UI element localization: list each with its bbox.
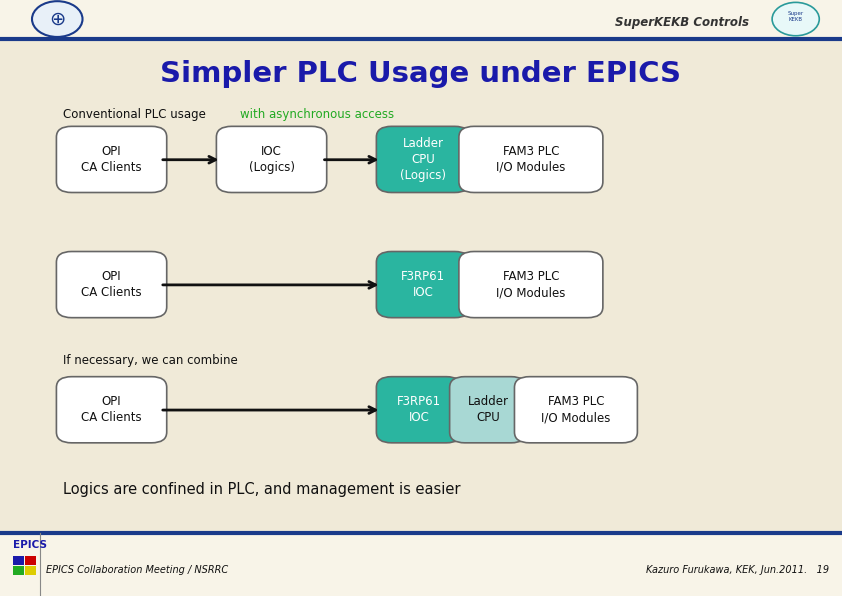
Text: Ladder
CPU
(Logics): Ladder CPU (Logics)	[400, 137, 446, 182]
FancyBboxPatch shape	[0, 533, 842, 596]
Text: FAM3 PLC
I/O Modules: FAM3 PLC I/O Modules	[496, 270, 566, 299]
FancyBboxPatch shape	[459, 126, 603, 193]
Text: If necessary, we can combine: If necessary, we can combine	[63, 354, 238, 367]
Text: Super
KEKB: Super KEKB	[787, 11, 804, 22]
Text: EPICS Collaboration Meeting / NSRRC: EPICS Collaboration Meeting / NSRRC	[46, 566, 228, 575]
Text: Ladder
CPU: Ladder CPU	[467, 395, 509, 424]
FancyBboxPatch shape	[56, 377, 167, 443]
Text: FAM3 PLC
I/O Modules: FAM3 PLC I/O Modules	[496, 145, 566, 174]
Text: Kazuro Furukawa, KEK, Jun.2011.   19: Kazuro Furukawa, KEK, Jun.2011. 19	[647, 566, 829, 575]
Text: F3RP61
IOC: F3RP61 IOC	[397, 395, 441, 424]
Circle shape	[772, 2, 819, 36]
Text: IOC
(Logics): IOC (Logics)	[248, 145, 295, 174]
Bar	[25, 566, 36, 575]
Text: FAM3 PLC
I/O Modules: FAM3 PLC I/O Modules	[541, 395, 610, 424]
Bar	[13, 566, 24, 575]
Text: ⊕: ⊕	[49, 10, 66, 29]
FancyBboxPatch shape	[56, 252, 167, 318]
Text: OPI
CA Clients: OPI CA Clients	[81, 270, 142, 299]
FancyBboxPatch shape	[459, 252, 603, 318]
FancyBboxPatch shape	[376, 126, 470, 193]
FancyBboxPatch shape	[450, 377, 526, 443]
FancyBboxPatch shape	[56, 126, 167, 193]
FancyBboxPatch shape	[514, 377, 637, 443]
Text: OPI
CA Clients: OPI CA Clients	[81, 145, 142, 174]
FancyBboxPatch shape	[0, 0, 842, 39]
FancyBboxPatch shape	[376, 377, 461, 443]
Text: with asynchronous access: with asynchronous access	[240, 108, 394, 121]
FancyBboxPatch shape	[376, 252, 470, 318]
Text: F3RP61
IOC: F3RP61 IOC	[401, 270, 445, 299]
Bar	[25, 556, 36, 565]
Text: Logics are confined in PLC, and management is easier: Logics are confined in PLC, and manageme…	[63, 482, 461, 498]
Bar	[13, 556, 24, 565]
Circle shape	[32, 1, 83, 37]
Text: OPI
CA Clients: OPI CA Clients	[81, 395, 142, 424]
Text: Conventional PLC usage: Conventional PLC usage	[63, 108, 206, 121]
Text: EPICS: EPICS	[13, 541, 46, 550]
Text: Simpler PLC Usage under EPICS: Simpler PLC Usage under EPICS	[161, 61, 681, 88]
Text: SuperKEKB Controls: SuperKEKB Controls	[615, 15, 749, 29]
FancyBboxPatch shape	[216, 126, 327, 193]
